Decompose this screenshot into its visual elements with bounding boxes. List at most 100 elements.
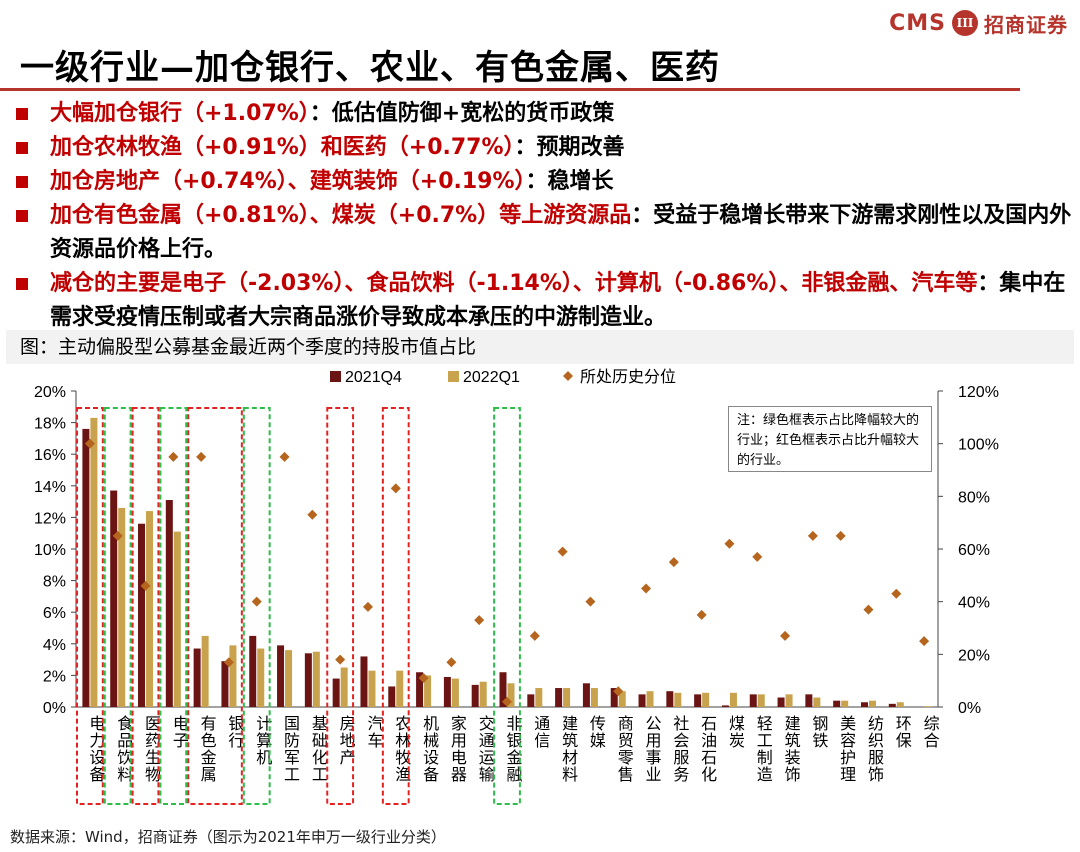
highlight-box-red: [131, 407, 160, 805]
x-tick-label: 家用电器: [448, 715, 467, 783]
holding-ratio-chart: 0% 2% 4% 6% 8% 10% 12% 14% 16% 18% 20% 0% 20% 40% 60% 8…: [34, 367, 999, 805]
percentile-marker: [418, 673, 429, 684]
bullet-text: ：预期改善: [514, 135, 625, 160]
bullet-list: 大幅加仓银行（+1.07%）：低估值防御+宽松的货币政策 加仓农林牧渔（+0.9…: [14, 97, 1074, 335]
x-tick-label: 轻工制造: [754, 715, 773, 783]
x-tick-label: 有色金属: [198, 715, 217, 783]
bar-2021q4: [582, 683, 590, 707]
x-tick-label: 汽车: [364, 715, 383, 749]
y-tick-label: 8%: [43, 574, 66, 591]
bar-2021q4: [360, 656, 368, 707]
bar-2021q4: [277, 645, 285, 707]
bar-2022q1: [674, 692, 682, 707]
x-tick-label: 国防军工: [281, 715, 300, 783]
percentile-marker: [335, 654, 346, 665]
x-tick-label: 综合: [921, 715, 940, 749]
legend-swatch-2022q1: [448, 371, 459, 382]
bar-2022q1: [229, 645, 237, 707]
bar-2022q1: [646, 691, 654, 707]
x-tick-label: 交通运输: [476, 715, 495, 783]
percentile-marker: [752, 551, 763, 562]
x-tick-label: 基础化工: [309, 715, 328, 783]
bar-2021q4: [110, 490, 118, 707]
percentile-marker: [529, 630, 540, 641]
bar-2021q4: [304, 653, 312, 707]
bar-2021q4: [805, 694, 813, 707]
y-tick-label: 18%: [34, 416, 66, 433]
percentile-marker: [863, 604, 874, 615]
x-tick-label: 非银金融: [504, 715, 523, 783]
bar-2022q1: [368, 670, 376, 707]
bullet-text: ：集中在需求受疫情压制或者大宗商品涨价导致成本承压的中游制造业。: [50, 271, 1066, 330]
y-tick-label: 2%: [43, 668, 66, 685]
bar-2021q4: [860, 702, 868, 707]
bar-2022q1: [702, 692, 710, 707]
x-tick-label: 传媒: [587, 715, 606, 749]
bar-2022q1: [146, 511, 154, 707]
percentile-marker: [724, 538, 735, 549]
bar-2022q1: [396, 670, 404, 707]
bar-2021q4: [721, 705, 729, 707]
x-tick-label: 钢铁: [809, 715, 828, 749]
bar-2022q1: [618, 691, 626, 707]
page-title: 一级行业—加仓银行、农业、有色金属、医药: [20, 48, 720, 88]
y-tick-label: 14%: [34, 479, 66, 496]
y-tick-label: 4%: [43, 637, 66, 654]
highlight-box-green: [242, 407, 271, 805]
x-tick-label: 建筑材料: [559, 715, 578, 783]
bar-2022q1: [813, 697, 821, 707]
bar-2022q1: [868, 700, 876, 707]
data-source: 数据来源：Wind，招商证券（图示为2021年申万一级行业分类）: [10, 828, 446, 846]
bullet-item: 加仓农林牧渔（+0.91%）和医药（+0.77%）：预期改善: [14, 131, 1074, 165]
x-tick-label: 石油石化: [698, 715, 717, 783]
brand-cms-text: CMS: [889, 10, 946, 36]
bullet-highlight: 大幅加仓银行（+1.07%）: [50, 101, 310, 126]
y-tick-label: 20%: [34, 384, 66, 401]
y2-tick-label: 80%: [958, 489, 990, 506]
bar-2021q4: [471, 684, 479, 707]
y-tick-label: 0%: [43, 700, 66, 717]
percentile-marker: [585, 596, 596, 607]
percentile-marker: [891, 588, 902, 599]
highlight-box-green: [493, 407, 521, 805]
x-tick-label: 计算机: [253, 715, 272, 766]
bullet-item: 加仓有色金属（+0.81%）、煤炭（+0.7%）等上游资源品：受益于稳增长带来下…: [14, 199, 1074, 267]
bar-2021q4: [249, 635, 257, 707]
brand-circle-icon: III: [952, 10, 978, 36]
legend-label-2022q1: 2022Q1: [463, 369, 520, 386]
x-tick-label: 医药生物: [142, 715, 161, 783]
bar-2021q4: [82, 428, 90, 707]
x-tick-label: 社会服务: [670, 715, 689, 783]
x-tick-label: 煤炭: [726, 715, 745, 749]
percentile-marker: [557, 546, 568, 557]
y-tick-label: 10%: [34, 542, 66, 559]
bar-2022q1: [340, 667, 348, 707]
bar-2021q4: [666, 691, 674, 707]
percentile-marker: [251, 596, 262, 607]
bar-2021q4: [527, 694, 535, 707]
percentile-marker: [279, 451, 290, 462]
bullet-highlight: 减仓的主要是电子（-2.03%）、食品饮料（-1.14%）、计算机（-0.86%…: [50, 271, 978, 296]
x-tick-label: 银行: [225, 715, 244, 749]
bullet-text: ：稳增长: [525, 169, 614, 194]
bar-2022q1: [424, 675, 432, 707]
bar-2022q1: [90, 417, 98, 707]
y2-tick-label: 20%: [958, 647, 990, 664]
bar-2022q1: [535, 688, 543, 707]
y2-tick-label: 100%: [958, 437, 999, 454]
bullet-text: ：低估值防御+宽松的货币政策: [309, 101, 615, 126]
legend-label-2021q4: 2021Q4: [345, 369, 402, 386]
highlight-box-green: [103, 407, 132, 805]
percentile-marker: [140, 580, 151, 591]
bar-2022q1: [201, 635, 209, 707]
bar-2022q1: [173, 531, 181, 707]
bar-2021q4: [443, 676, 451, 707]
bar-2021q4: [555, 688, 563, 707]
legend-marker-percentile: [563, 371, 573, 381]
highlight-box-red: [76, 407, 104, 805]
bullet-item: 减仓的主要是电子（-2.03%）、食品饮料（-1.14%）、计算机（-0.86%…: [14, 267, 1074, 335]
bar-2022q1: [785, 694, 793, 707]
bar-2022q1: [312, 651, 320, 707]
bar-2022q1: [118, 507, 126, 707]
y2-tick-label: 60%: [958, 542, 990, 559]
